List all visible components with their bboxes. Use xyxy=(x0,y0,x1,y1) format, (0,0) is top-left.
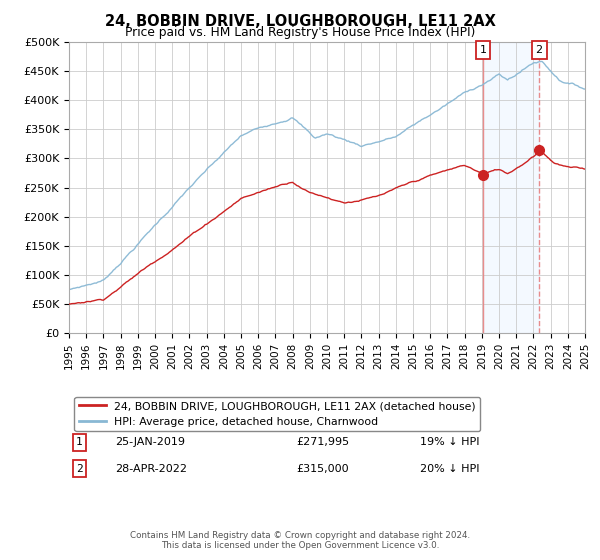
Legend: 24, BOBBIN DRIVE, LOUGHBOROUGH, LE11 2AX (detached house), HPI: Average price, d: 24, BOBBIN DRIVE, LOUGHBOROUGH, LE11 2AX… xyxy=(74,397,481,431)
Text: 2: 2 xyxy=(76,464,83,474)
Text: 2: 2 xyxy=(536,45,542,55)
Text: 20% ↓ HPI: 20% ↓ HPI xyxy=(420,464,479,474)
Text: 1: 1 xyxy=(479,45,487,55)
Text: 24, BOBBIN DRIVE, LOUGHBOROUGH, LE11 2AX: 24, BOBBIN DRIVE, LOUGHBOROUGH, LE11 2AX xyxy=(104,14,496,29)
Text: 25-JAN-2019: 25-JAN-2019 xyxy=(115,437,185,447)
Text: Contains HM Land Registry data © Crown copyright and database right 2024.
This d: Contains HM Land Registry data © Crown c… xyxy=(130,530,470,550)
Text: £315,000: £315,000 xyxy=(296,464,349,474)
Text: Price paid vs. HM Land Registry's House Price Index (HPI): Price paid vs. HM Land Registry's House … xyxy=(125,26,475,39)
Text: 28-APR-2022: 28-APR-2022 xyxy=(115,464,187,474)
Text: 1: 1 xyxy=(76,437,83,447)
Text: 19% ↓ HPI: 19% ↓ HPI xyxy=(420,437,479,447)
Bar xyxy=(483,42,539,333)
Text: £271,995: £271,995 xyxy=(296,437,349,447)
